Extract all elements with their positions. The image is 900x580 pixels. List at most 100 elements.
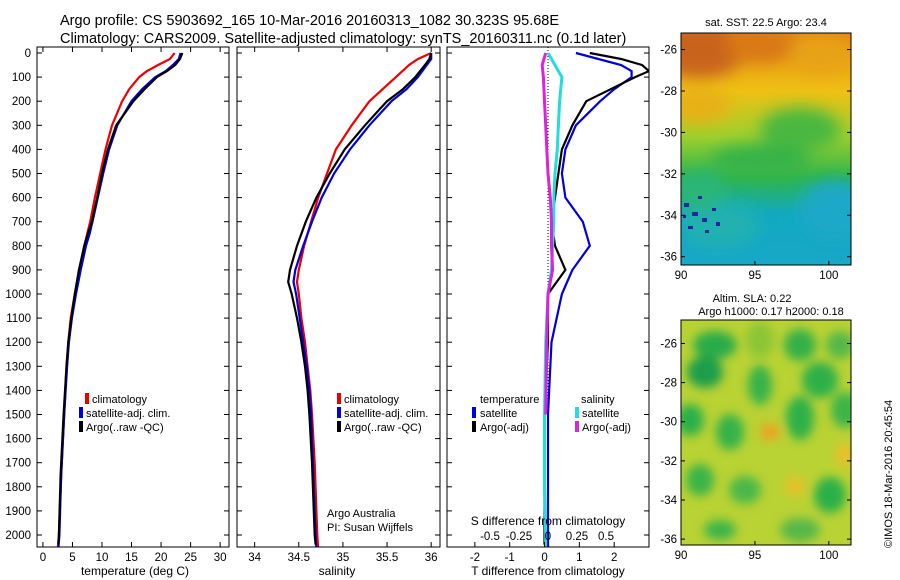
temperature-panel: 0100200300400500600700800900100011001200… (5, 46, 230, 578)
x-tick-label: 15 (125, 552, 138, 564)
s-tick-label: 0.5 (598, 531, 614, 543)
s-tick-label: 0.25 (566, 531, 588, 543)
sst-map-image (681, 33, 851, 265)
x-tick-label: 35 (337, 552, 350, 564)
difference-frame (446, 46, 650, 548)
depth-tick-label: 1000 (5, 289, 31, 301)
x-tick-label: 0 (541, 552, 547, 564)
depth-tick-label: 300 (12, 120, 31, 132)
x-tick-label: 10 (96, 552, 109, 564)
t-difference-ticks: -2 -1 0 1 2 (470, 542, 617, 564)
sst-cold-patches (683, 196, 720, 233)
legend-temperature-heading: temperature (480, 394, 539, 406)
depth-tick-label: 2000 (5, 530, 31, 542)
difference-series-line-2 (543, 52, 564, 547)
depth-tick-label: 1200 (5, 337, 31, 349)
lat-tick-label: -26 (660, 45, 677, 57)
salinity-xlabel: salinity (319, 564, 356, 578)
legend-label-t-argo: Argo(-adj) (480, 422, 529, 434)
depth-tick-label: 400 (12, 144, 31, 156)
legend-swatch-t-argo (472, 421, 476, 432)
depth-tick-label: 900 (12, 265, 31, 277)
sla-map-lon-ticks: 90 95 100 (675, 541, 838, 562)
temperature-series (56, 52, 184, 547)
sst-map-lat-ticks: -26 -28 -30 -32 -34 -36 (660, 45, 851, 264)
legend-swatch-climatology (337, 393, 341, 404)
lat-tick-label: -32 (660, 456, 677, 468)
depth-tick-label: 100 (12, 72, 31, 84)
temperature-x-ticks: 0 5 10 15 20 25 30 (40, 47, 227, 564)
lon-tick-label: 100 (819, 550, 838, 562)
legend-label-satellite: satellite-adj. clim. (86, 408, 170, 420)
depth-tick-label: 1900 (5, 506, 31, 518)
x-tick-label: 0 (40, 552, 46, 564)
sla-map-image (681, 320, 851, 545)
lat-tick-label: -36 (660, 534, 677, 546)
s-tick-label: -0.5 (480, 531, 500, 543)
sst-map-frame (680, 32, 852, 266)
x-tick-label: 20 (155, 552, 168, 564)
x-tick-label: 2 (611, 552, 617, 564)
legend-swatch-satellite (337, 407, 341, 418)
legend-label-argo: Argo(..raw -QC) (86, 422, 164, 434)
difference-panel: -2 -1 0 1 2 -0.5 -0.25 0 0.25 0.5 S difference f… (446, 46, 650, 578)
depth-tick-label: 600 (12, 193, 31, 205)
legend-label-satellite: satellite-adj. clim. (344, 408, 428, 420)
x-tick-label: -1 (505, 552, 515, 564)
salinity-x-ticks: 34 34.5 35 35.5 36 (248, 47, 438, 564)
temperature-xlabel: temperature (deg C) (81, 564, 189, 578)
x-tick-label: 1 (576, 552, 582, 564)
lat-tick-label: -32 (660, 169, 677, 181)
legend-label-climatology: climatology (344, 394, 400, 406)
lat-tick-label: -28 (660, 378, 677, 390)
depth-tick-label: 200 (12, 96, 31, 108)
difference-series-line-3 (540, 52, 555, 415)
difference-series-line-0 (546, 51, 633, 547)
pi-label: PI: Susan Wijffels (327, 522, 413, 534)
lat-tick-label: -26 (660, 338, 677, 350)
depth-tick-label: 1400 (5, 385, 31, 397)
lat-tick-label: -34 (660, 210, 677, 222)
sla-map-title-1: Altim. SLA: 0.22 (713, 293, 792, 305)
legend-label-climatology: climatology (92, 394, 148, 406)
depth-tick-label: 0 (25, 48, 31, 60)
lat-tick-label: -34 (660, 495, 677, 507)
legend-swatch-argo (79, 421, 83, 432)
temperature-frame (36, 46, 230, 548)
difference-legend: temperature satellite Argo(-adj) salinit… (472, 394, 631, 434)
s-tick-label: 0 (545, 531, 551, 543)
s-tick-label: -0.25 (506, 531, 532, 543)
series-line-satellite-adj-clim- (292, 53, 433, 547)
lon-tick-label: 95 (749, 550, 762, 562)
lat-tick-label: -30 (660, 417, 677, 429)
x-tick-label: 25 (184, 552, 197, 564)
salinity-legend: climatology satellite-adj. clim. Argo(..… (337, 393, 428, 434)
sla-map-frame (680, 319, 852, 546)
x-tick-label: 34 (248, 552, 261, 564)
legend-swatch-s-satellite (575, 407, 579, 418)
sla-map-title-2: Argo h1000: 0.17 h2000: 0.18 (698, 306, 844, 318)
depth-tick-label: 1600 (5, 434, 31, 446)
sst-map: sat. SST: 22.5 Argo: 23.4 (660, 17, 852, 282)
x-tick-label: -2 (470, 552, 480, 564)
legend-label-t-satellite: satellite (480, 408, 517, 420)
x-tick-label: 5 (69, 552, 75, 564)
legend-swatch-t-satellite (472, 407, 476, 418)
depth-tick-label: 700 (12, 217, 31, 229)
legend-salinity-heading: salinity (581, 394, 615, 406)
depth-tick-label: 800 (12, 241, 31, 253)
depth-tick-label: 1300 (5, 361, 31, 373)
legend-swatch-s-argo (575, 421, 579, 432)
salinity-panel: 34 34.5 35 35.5 36 salinity climatology sate… (236, 46, 441, 578)
lat-tick-label: -30 (660, 127, 677, 139)
depth-tick-label: 1700 (5, 458, 31, 470)
salinity-series (287, 51, 433, 547)
header-line-1: Argo profile: CS 5903692_165 10-Mar-2016… (60, 13, 559, 29)
lon-tick-label: 100 (819, 270, 838, 282)
salinity-frame (236, 46, 441, 548)
legend-swatch-argo (337, 421, 341, 432)
lon-tick-label: 90 (675, 550, 688, 562)
sla-map-lat-ticks: -26 -28 -30 -32 -34 -36 (660, 338, 851, 546)
s-difference-label: S difference from climatology (471, 514, 626, 528)
